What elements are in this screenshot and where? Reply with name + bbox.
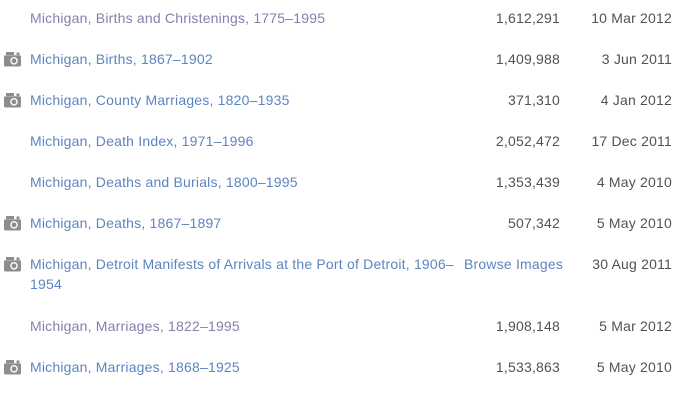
camera-icon: [4, 172, 30, 195]
camera-icon: [4, 357, 30, 380]
collection-row: Michigan, County Marriages, 1820–1935 37…: [0, 82, 682, 123]
collection-title-cell: Michigan, Death Index, 1971–1996: [30, 131, 464, 151]
camera-icon: [4, 213, 30, 236]
collection-row: Michigan, Births and Christenings, 1775–…: [0, 0, 682, 41]
collection-title-link[interactable]: Michigan, Death Index, 1971–1996: [30, 133, 254, 149]
last-updated-date: 17 Dec 2011: [591, 133, 672, 149]
collection-row: Michigan, Marriages, 1868–1925 1,533,863…: [0, 349, 682, 390]
collection-row: Michigan, Deaths, 1867–1897 507,342 5 Ma…: [0, 205, 682, 246]
last-updated-date: 4 Jan 2012: [600, 92, 672, 108]
camera-icon: [4, 131, 30, 154]
last-updated-date: 5 May 2010: [596, 359, 672, 375]
last-updated-date: 3 Jun 2011: [601, 51, 672, 67]
collection-row: Michigan, Births, 1867–1902 1,409,988 3 …: [0, 41, 682, 82]
camera-icon: [4, 8, 30, 31]
collection-title-link[interactable]: Michigan, Births and Christenings, 1775–…: [30, 10, 326, 26]
record-count: 507,342: [507, 215, 560, 231]
collection-row: Michigan, Detroit Manifests of Arrivals …: [0, 246, 682, 308]
record-count: 1,612,291: [495, 10, 560, 26]
record-count: 1,409,988: [495, 51, 560, 67]
collection-title-cell: Michigan, Deaths and Burials, 1800–1995: [30, 172, 464, 192]
record-count: 1,533,863: [495, 359, 560, 375]
collection-title-link[interactable]: Michigan, Detroit Manifests of Arrivals …: [30, 256, 454, 292]
collection-row: Michigan, Deaths and Burials, 1800–1995 …: [0, 164, 682, 205]
camera-icon: [4, 90, 30, 113]
collection-row: Michigan, State Census, 1894 92,831 8 Ju…: [0, 390, 682, 401]
record-count: 1,908,148: [495, 318, 560, 334]
camera-icon: [4, 49, 30, 72]
collection-title-link[interactable]: Michigan, County Marriages, 1820–1935: [30, 92, 290, 108]
browse-images-link[interactable]: Browse Images: [464, 256, 564, 272]
collection-title-cell: Michigan, Marriages, 1868–1925: [30, 357, 464, 377]
camera-icon: [4, 254, 30, 277]
last-updated-date: 4 May 2010: [596, 174, 672, 190]
last-updated-date: 30 Aug 2011: [592, 256, 672, 272]
record-count: 1,353,439: [495, 174, 560, 190]
collection-title-link[interactable]: Michigan, Births, 1867–1902: [30, 51, 213, 67]
collection-title-cell: Michigan, Births, 1867–1902: [30, 49, 464, 69]
collection-title-cell: Michigan, Deaths, 1867–1897: [30, 213, 464, 233]
last-updated-date: 10 Mar 2012: [591, 10, 672, 26]
collection-row: Michigan, Death Index, 1971–1996 2,052,4…: [0, 123, 682, 164]
record-count: Browse Images: [464, 254, 564, 274]
collection-title-cell: Michigan, Detroit Manifests of Arrivals …: [30, 254, 464, 294]
collection-title-link[interactable]: Michigan, Deaths, 1867–1897: [30, 215, 222, 231]
collection-row: Michigan, Marriages, 1822–1995 1,908,148…: [0, 308, 682, 349]
collection-title-link[interactable]: Michigan, Deaths and Burials, 1800–1995: [30, 174, 298, 190]
last-updated-date: 5 May 2010: [596, 215, 672, 231]
collection-title-cell: Michigan, Marriages, 1822–1995: [30, 316, 464, 336]
camera-icon: [4, 316, 30, 339]
collection-title-link[interactable]: Michigan, Marriages, 1868–1925: [30, 359, 240, 375]
collection-title-cell: Michigan, County Marriages, 1820–1935: [30, 90, 464, 110]
last-updated-date: 5 Mar 2012: [599, 318, 672, 334]
record-count: 2,052,472: [495, 133, 560, 149]
collection-title-link[interactable]: Michigan, Marriages, 1822–1995: [30, 318, 240, 334]
record-count: 371,310: [507, 92, 560, 108]
collection-title-cell: Michigan, Births and Christenings, 1775–…: [30, 8, 464, 28]
